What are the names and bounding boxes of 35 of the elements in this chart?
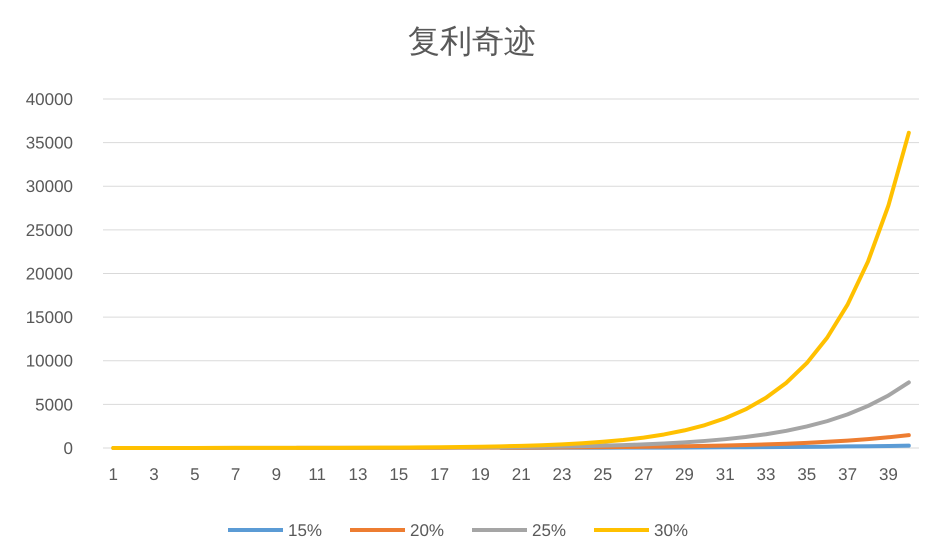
y-tick-label: 40000 [26,90,73,109]
x-tick-label: 5 [190,465,200,484]
x-tick-label: 39 [878,465,898,484]
x-tick-label: 9 [272,465,282,484]
x-tick-label: 29 [674,465,694,484]
y-tick-label: 20000 [26,264,73,284]
y-tick-label: 10000 [26,352,73,371]
legend-label: 25% [532,520,566,540]
x-tick-label: 3 [149,465,159,484]
x-tick-label: 7 [230,465,240,484]
y-tick-label: 35000 [26,134,73,153]
legend-label: 20% [410,520,444,540]
x-tick-label: 15 [389,465,408,484]
y-tick-label: 30000 [26,177,73,196]
y-tick-label: 0 [64,438,73,458]
line-series [111,130,911,450]
x-tick-label: 35 [797,465,816,484]
x-tick-label: 33 [756,465,776,484]
x-tick-label: 37 [838,465,858,484]
x-tick-label: 1 [108,465,118,484]
x-tick-label: 21 [512,465,531,484]
y-tick-label: 15000 [26,308,73,328]
x-tick-label: 17 [430,465,450,484]
legend-label: 15% [288,520,322,540]
x-tick-label: 25 [593,465,612,484]
x-tick-label: 31 [716,465,735,484]
x-tick-label: 13 [348,465,368,484]
legend-label: 30% [654,520,688,540]
x-tick-label: 11 [308,465,326,484]
x-tick-label: 27 [634,465,654,484]
chart-title: 复利奇迹 [408,23,536,59]
y-tick-label: 25000 [26,220,73,240]
x-tick-label: 23 [552,465,572,484]
y-tick-label: 5000 [35,395,73,414]
x-tick-label: 19 [470,465,490,484]
